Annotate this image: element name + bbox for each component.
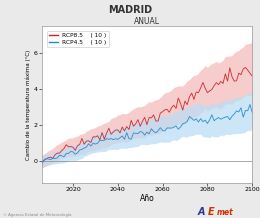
Text: E: E xyxy=(208,207,214,217)
Text: met: met xyxy=(217,208,234,217)
Text: A: A xyxy=(198,207,205,217)
Legend: RCP8.5    ( 10 ), RCP4.5    ( 10 ): RCP8.5 ( 10 ), RCP4.5 ( 10 ) xyxy=(47,31,109,47)
Y-axis label: Cambio de la temperatura máxima (°C): Cambio de la temperatura máxima (°C) xyxy=(25,49,31,160)
Text: MADRID: MADRID xyxy=(108,5,152,15)
X-axis label: Año: Año xyxy=(140,194,154,203)
Text: © Agencia Estatal de Meteorología: © Agencia Estatal de Meteorología xyxy=(3,213,71,217)
Title: ANUAL: ANUAL xyxy=(134,17,160,26)
